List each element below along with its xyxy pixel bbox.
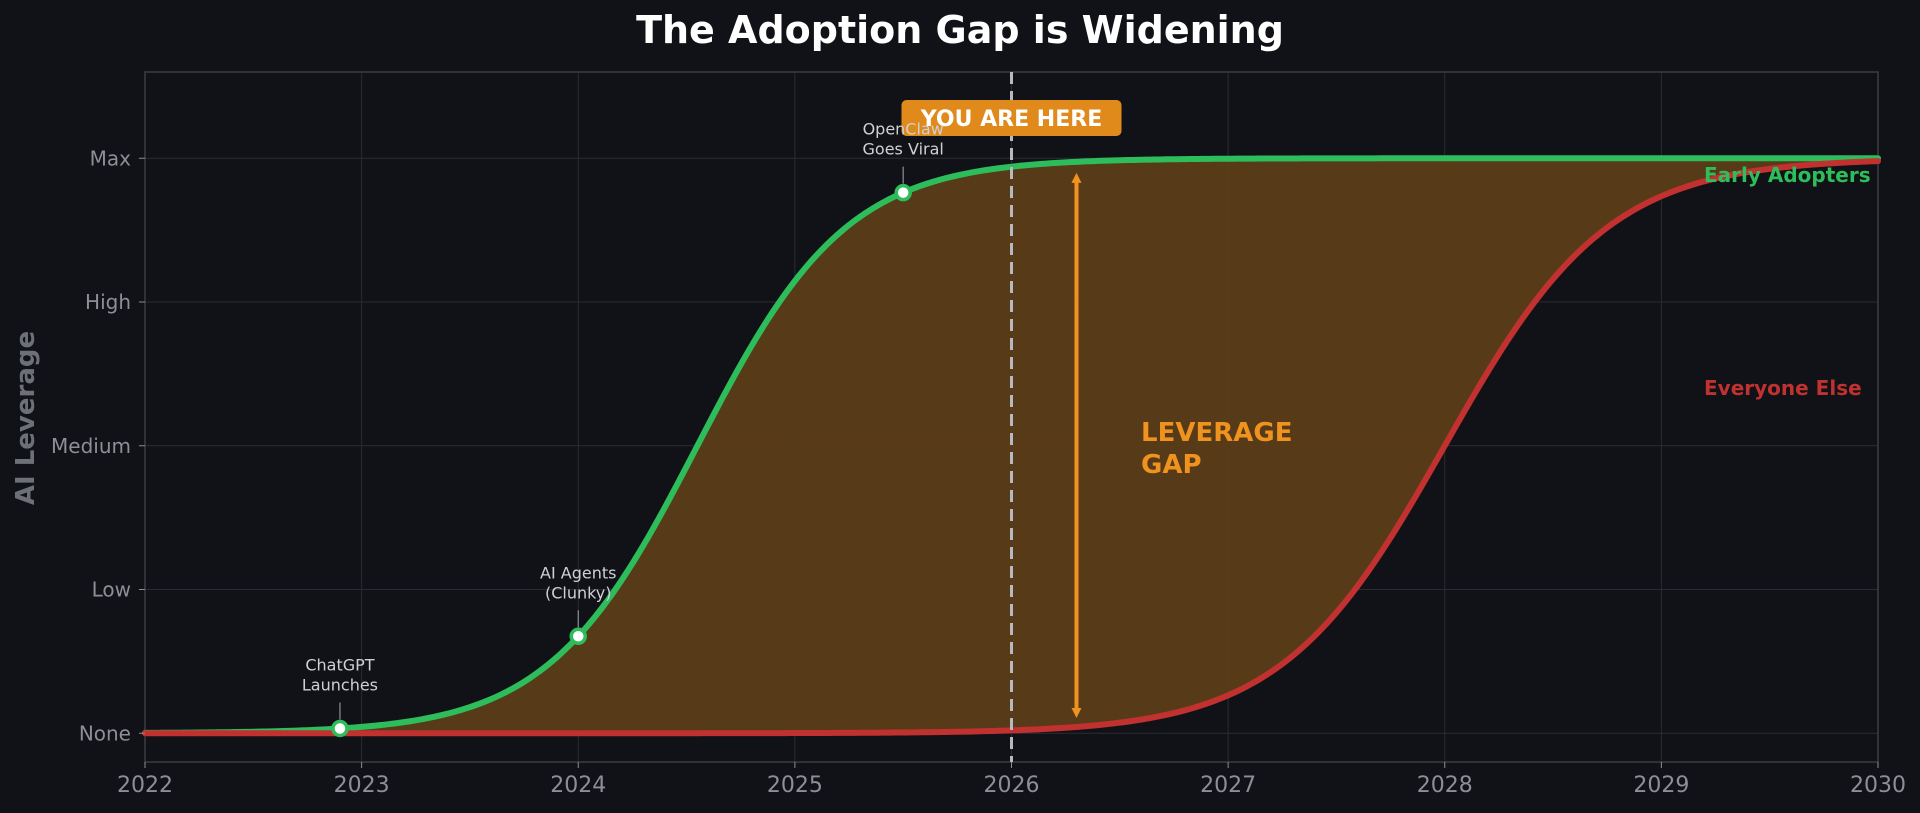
x-tick-label-2027: 2027 <box>1200 773 1256 798</box>
x-tick-label-2026: 2026 <box>984 773 1040 798</box>
series-line-everyone-else <box>142 158 1881 737</box>
event-marker-openclaw <box>894 183 912 202</box>
now-badge-label: YOU ARE HERE <box>920 107 1102 132</box>
event-label-ai-agents-line-1: AI Agents <box>540 563 616 582</box>
event-label-openclaw-line-2: Goes Viral <box>863 140 944 159</box>
now-badge <box>901 100 1122 136</box>
x-tick-label-2024: 2024 <box>550 773 606 798</box>
y-tick-label-low: Low <box>92 578 131 602</box>
now-marker-layer: YOU ARE HERE <box>901 72 1122 762</box>
event-label-chatgpt-line-2: Launches <box>302 675 378 694</box>
x-tick-label-2028: 2028 <box>1417 773 1473 798</box>
series-line-early-adopters <box>142 155 1881 736</box>
series-label-everyone-else: Everyone Else <box>1704 376 1862 400</box>
event-marker-chatgpt <box>331 719 349 738</box>
y-tick-label-none: None <box>79 721 131 745</box>
chart-title: The Adoption Gap is Widening <box>636 8 1284 52</box>
x-tick-label-2023: 2023 <box>334 773 390 798</box>
series-label-early-adopters: Early Adopters <box>1704 163 1871 187</box>
event-label-openclaw-line-1: OpenClaw <box>863 120 944 139</box>
y-tick-label-max: Max <box>90 146 132 170</box>
ticks-layer: 2022 2023 2024 2025 2026 2027 2028 2029 2030 None… <box>51 146 1906 798</box>
y-axis-label: AI Leverage <box>11 331 41 505</box>
x-tick-label-2029: 2029 <box>1633 773 1689 798</box>
x-tick-label-2030: 2030 <box>1850 773 1906 798</box>
event-label-ai-agents-line-2: (Clunky) <box>545 583 612 602</box>
y-tick-label-high: High <box>85 290 131 314</box>
leverage-gap-label-line-2: GAP <box>1141 450 1202 480</box>
event-marker-ai-agents <box>569 627 587 646</box>
y-tick-label-medium: Medium <box>51 434 131 458</box>
series-layer: Early Adopters Everyone Else <box>142 155 1881 737</box>
x-tick-label-2025: 2025 <box>767 773 823 798</box>
leverage-gap-area <box>145 158 1878 734</box>
event-label-chatgpt-line-1: ChatGPT <box>305 655 374 674</box>
leverage-gap-label-line-1: LEVERAGE <box>1141 418 1292 448</box>
x-tick-label-2022: 2022 <box>117 773 173 798</box>
